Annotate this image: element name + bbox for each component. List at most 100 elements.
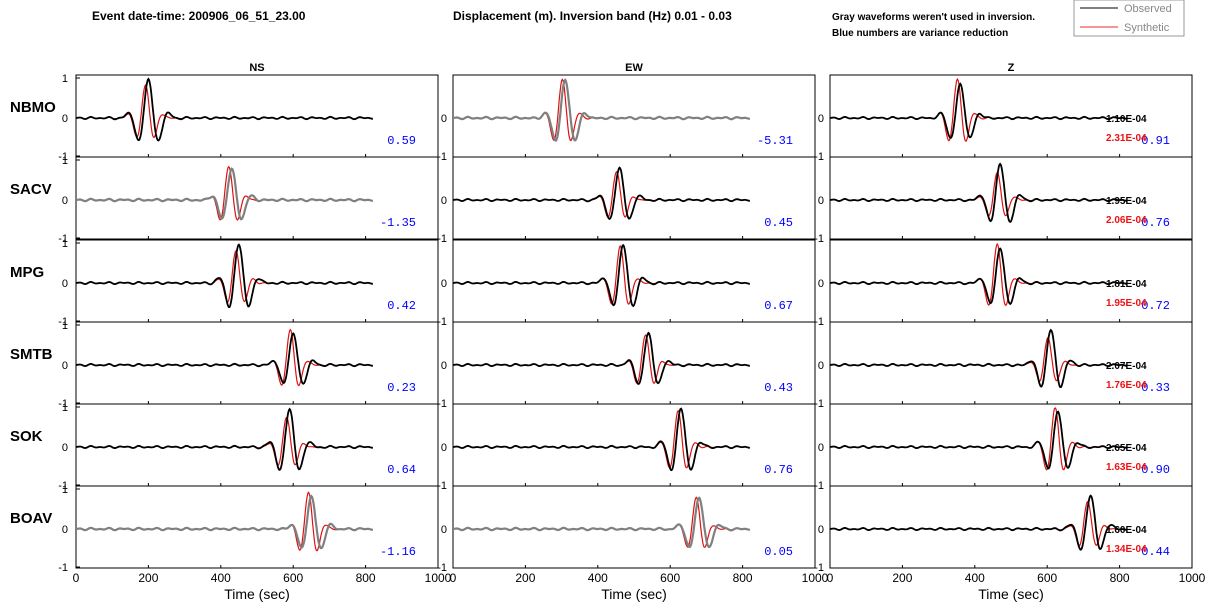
panel-nbmo-ns: 1 0 -1 0.59	[58, 73, 439, 163]
y-tick-label: -1	[814, 316, 824, 328]
x-tick-label: 800	[1110, 571, 1130, 585]
panel-mpg-ns: 1 0 -1 0.42	[58, 238, 439, 328]
y-tick-label: 0	[441, 524, 447, 536]
variance-reduction: 0.90	[1141, 463, 1170, 477]
amp-synthetic: 1.76E-04	[1106, 380, 1147, 391]
y-tick-label: -1	[814, 233, 824, 245]
observed-trace	[453, 496, 750, 549]
x-tick-label: 1000	[425, 571, 452, 585]
amp-observed: 1.81E-04	[1106, 279, 1147, 290]
variance-reduction: 0.91	[1141, 134, 1170, 148]
variance-reduction: 0.45	[764, 216, 793, 230]
panel-sacv-ew: 0 -1 0.45	[437, 156, 816, 245]
variance-reduction: 0.64	[387, 463, 416, 477]
variance-reduction: 0.33	[1141, 381, 1170, 395]
panel-frame	[75, 485, 439, 569]
station-label-sacv: SACV	[10, 181, 52, 198]
y-tick-label: 1	[62, 238, 68, 250]
y-tick-label: 0	[441, 113, 447, 125]
y-tick-label: -1	[437, 398, 447, 410]
band-title: Displacement (m). Inversion band (Hz) 0.…	[453, 9, 732, 23]
observed-trace	[830, 82, 1127, 139]
y-tick-label: -1	[58, 398, 68, 410]
panel-grid: NS EW ZNBMO10-10.590-1-5.310-10.911.10E-04…	[10, 62, 1206, 602]
variance-reduction: 0.59	[387, 134, 416, 148]
x-tick-label: 400	[588, 571, 608, 585]
panel-frame	[452, 74, 816, 158]
panel-boav-z: 0 -1 0.44 1.60E-04 1.34E-04	[814, 485, 1193, 574]
event-title: Event date-time: 200906_06_51_23.00	[92, 9, 306, 23]
observed-trace	[76, 332, 373, 385]
x-tick-label: 600	[1037, 571, 1057, 585]
panel-frame	[829, 485, 1193, 569]
component-title-z: Z	[1008, 62, 1015, 74]
panel-sacv-z: 0 -1 0.76 1.95E-04 2.06E-04	[814, 156, 1193, 245]
y-tick-label: 0	[818, 360, 824, 372]
y-tick-label: -1	[58, 233, 68, 245]
panel-sacv-ns: 1 0 -1 -1.35	[58, 155, 439, 245]
station-label-sok: SOK	[10, 428, 43, 445]
panel-frame	[829, 74, 1193, 158]
legend: Observed Synthetic	[1073, 0, 1185, 37]
panel-frame	[829, 239, 1193, 323]
variance-reduction: -1.35	[380, 216, 416, 230]
y-tick-label: -1	[814, 562, 824, 574]
y-tick-label: 1	[62, 320, 68, 332]
observed-trace	[76, 243, 373, 308]
amp-observed: 2.07E-04	[1106, 361, 1147, 372]
panel-smtb-ns: 1 0 -1 0.23	[58, 320, 439, 410]
panel-sok-ew: 0 -1 0.76	[437, 403, 816, 492]
x-tick-label: 200	[515, 571, 535, 585]
panel-frame	[452, 321, 816, 405]
observed-trace	[830, 328, 1127, 389]
legend-observed-label: Observed	[1124, 3, 1172, 15]
x-axis-label: Time (sec)	[224, 586, 290, 602]
amp-observed: 2.65E-04	[1106, 443, 1147, 454]
observed-trace	[453, 331, 750, 386]
observed-trace	[453, 243, 750, 308]
observed-trace	[830, 494, 1127, 551]
variance-reduction: 0.76	[764, 463, 793, 477]
component-title-ew: EW	[625, 62, 643, 74]
y-tick-label: 0	[818, 113, 824, 125]
x-tick-label: 800	[356, 571, 376, 585]
y-tick-label: -1	[437, 233, 447, 245]
panel-mpg-ew: 0 -1 0.67	[437, 239, 816, 328]
variance-reduction: 0.05	[764, 545, 793, 559]
station-label-smtb: SMTB	[10, 346, 53, 363]
amp-synthetic: 2.06E-04	[1106, 215, 1147, 226]
y-tick-label: -1	[437, 480, 447, 492]
panel-smtb-ew: 0 -1 0.43	[437, 321, 816, 410]
amp-observed: 1.95E-04	[1106, 196, 1147, 207]
x-tick-label: 0	[73, 571, 80, 585]
panel-frame	[829, 321, 1193, 405]
panel-nbmo-ew: 0 -1 -5.31	[437, 74, 816, 163]
y-tick-label: 0	[441, 442, 447, 454]
variance-reduction: -5.31	[757, 134, 793, 148]
y-tick-label: 1	[62, 73, 68, 85]
station-label-boav: BOAV	[10, 510, 52, 527]
y-tick-label: 0	[441, 360, 447, 372]
amp-synthetic: 1.95E-04	[1106, 298, 1147, 309]
legend-box	[1073, 0, 1185, 37]
panel-frame	[452, 239, 816, 323]
note-unused: Gray waveforms weren't used in inversion…	[832, 12, 1035, 23]
y-tick-label: -1	[437, 316, 447, 328]
observed-trace	[76, 167, 373, 221]
note-variance: Blue numbers are variance reduction	[832, 28, 1008, 39]
component-title-ns: NS	[249, 62, 264, 74]
variance-reduction: 0.76	[1141, 216, 1170, 230]
x-tick-label: 400	[965, 571, 985, 585]
x-tick-label: 0	[827, 571, 834, 585]
y-tick-label: 0	[62, 360, 68, 372]
panel-sok-ns: 1 0 -1 0.64	[58, 402, 439, 492]
y-tick-label: -1	[58, 562, 68, 574]
amp-observed: 1.60E-04	[1106, 525, 1147, 536]
y-tick-label: 0	[441, 278, 447, 290]
observed-trace	[453, 166, 750, 220]
panel-frame	[829, 156, 1193, 240]
observed-trace	[453, 407, 750, 472]
y-tick-label: 0	[818, 442, 824, 454]
panel-nbmo-z: 0 -1 0.91 1.10E-04 2.31E-04	[814, 74, 1193, 163]
